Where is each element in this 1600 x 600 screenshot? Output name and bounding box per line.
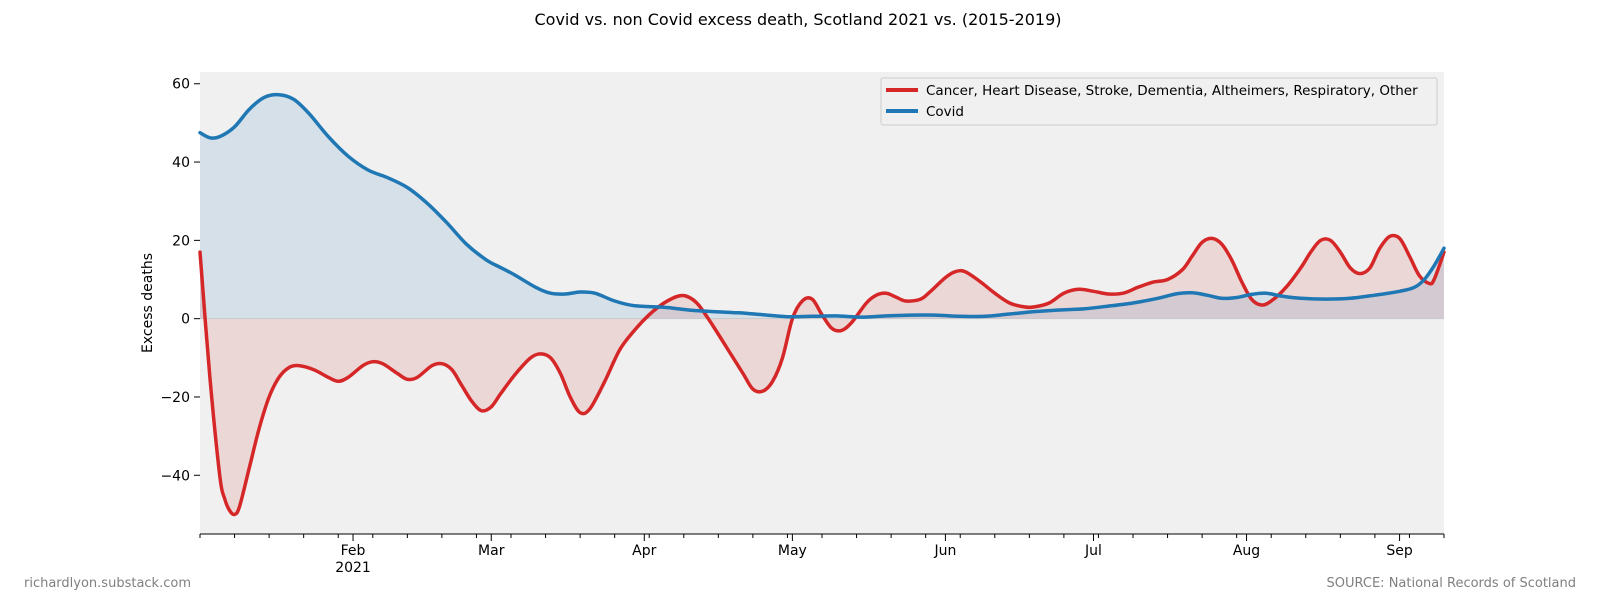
legend-label: Cancer, Heart Disease, Stroke, Dementia,… — [926, 83, 1418, 99]
x-tick-label: Jul — [1084, 543, 1102, 559]
legend-label: Covid — [926, 104, 964, 120]
series-line-1 — [198, 92, 1446, 319]
x-tick-label: Jun — [933, 543, 956, 559]
y-tick-label: 60 — [172, 77, 190, 93]
y-axis-label: Excess deaths — [140, 253, 156, 353]
series-line-0 — [198, 233, 1446, 517]
x-tick-label: May — [778, 543, 807, 559]
y-tick-label: 20 — [172, 233, 190, 249]
y-tick-label: −20 — [160, 390, 190, 406]
area-fills — [200, 94, 1444, 515]
x-tick-label: Feb — [341, 543, 366, 559]
series-area-0 — [200, 235, 1444, 515]
series-area-1 — [200, 94, 1444, 319]
x-tick-label: Aug — [1233, 543, 1260, 559]
y-tick-label: 40 — [172, 155, 190, 171]
x-tick-sublabel: 2021 — [335, 560, 371, 576]
footer-credit[interactable]: richardlyon.substack.com — [24, 576, 191, 591]
series-lines — [198, 92, 1446, 517]
x-tick-label: Sep — [1386, 543, 1413, 559]
plot-area — [200, 72, 1444, 534]
x-tick-label: Mar — [478, 543, 505, 559]
footer-source: SOURCE: National Records of Scotland — [1326, 576, 1577, 591]
y-tick-label: 0 — [181, 312, 190, 328]
chart-title: Covid vs. non Covid excess death, Scotla… — [534, 10, 1061, 29]
y-tick-label: −40 — [160, 468, 190, 484]
legend-box — [880, 77, 1438, 126]
x-tick-label: Apr — [632, 543, 656, 559]
legend: Cancer, Heart Disease, Stroke, Dementia,… — [880, 77, 1438, 126]
y-axis: −40 −20 0 20 40 60 — [160, 77, 200, 484]
